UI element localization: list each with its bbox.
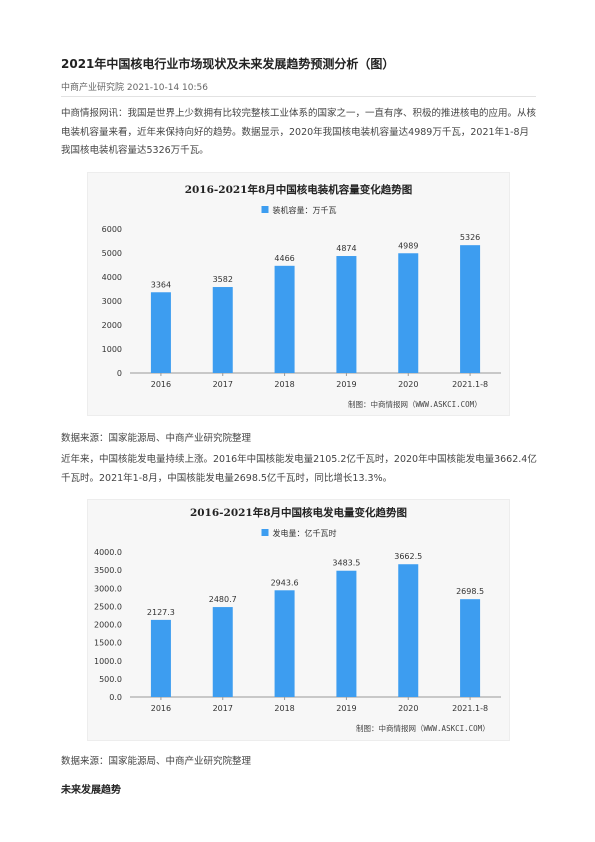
bar [460,599,481,697]
x-tick-label: 2019 [336,704,356,713]
article-meta: 中商产业研究院 2021-10-14 10:56 [61,83,208,93]
page-title: 2021年中国核电行业市场现状及未来发展趋势预测分析（图） [61,57,395,71]
section-heading: 未来发展趋势 [61,785,121,796]
y-tick-label: 5000 [102,249,122,258]
bar [336,570,357,697]
bar-value-label: 3483.5 [332,559,360,568]
divider [61,96,536,97]
bar [398,253,419,373]
x-tick-label: 2019 [336,380,356,389]
y-tick-label: 3500.0 [94,566,122,575]
intro-paragraph: 中商情报网讯：我国是世界上少数拥有比较完整核工业体系的国家之一，一直有序、积极的… [61,108,537,156]
chart-credit: 制图：中商情报网（WWW.ASKCI.COM） [348,399,482,409]
data-source-1: 数据来源：国家能源局、中商产业研究院整理 [61,433,252,444]
chart-title: 2016-2021年8月中国核电装机容量变化趋势图 [185,183,413,196]
x-tick-label: 2018 [274,704,294,713]
y-tick-label: 500.0 [99,675,122,684]
x-tick-label: 2016 [151,704,171,713]
bar [398,564,419,697]
bar [336,256,357,373]
data-source-2: 数据来源：国家能源局、中商产业研究院整理 [61,756,252,767]
bar-value-label: 2698.5 [456,587,484,596]
bar [212,287,233,373]
bar-value-label: 4874 [336,244,356,253]
bar [150,619,171,697]
y-tick-label: 1000 [102,345,122,354]
x-tick-label: 2017 [213,380,233,389]
bar [212,607,233,697]
chart-title: 2016-2021年8月中国核电发电量变化趋势图 [190,506,407,519]
bar [274,265,295,373]
y-tick-label: 1000.0 [94,657,122,666]
bar-value-label: 2127.3 [147,608,175,617]
x-tick-label: 2021.1-8 [452,704,488,713]
y-tick-label: 2000 [102,321,122,330]
capacity-chart: 2016-2021年8月中国核电装机容量变化趋势图装机容量：万千瓦 0 1000 20… [87,172,510,416]
y-tick-label: 3000.0 [94,584,122,593]
bar-value-label: 3582 [213,275,233,284]
bar-value-label: 2480.7 [209,595,237,604]
y-tick-label: 4000 [102,273,122,282]
x-tick-label: 2020 [398,704,418,713]
y-tick-label: 0 [117,369,122,378]
bar [460,245,481,373]
y-tick-label: 1500.0 [94,639,122,648]
legend-label: 装机容量：万千瓦 [273,205,337,215]
bar-value-label: 2943.6 [271,578,299,587]
bar-value-label: 3364 [151,280,171,289]
y-tick-label: 0.0 [109,693,122,702]
x-tick-label: 2016 [151,380,171,389]
x-tick-label: 2021.1-8 [452,380,488,389]
y-tick-label: 4000.0 [94,548,122,557]
legend-swatch [261,529,269,536]
chart-credit: 制图：中商情报网（WWW.ASKCI.COM） [356,723,490,733]
x-tick-label: 2017 [213,704,233,713]
bar-value-label: 4989 [398,241,418,250]
y-tick-label: 6000 [102,225,122,234]
y-tick-label: 2500.0 [94,602,122,611]
bar-value-label: 3662.5 [394,552,422,561]
y-tick-label: 2000.0 [94,621,122,630]
bar [150,292,171,373]
bar-value-label: 5326 [460,233,480,242]
x-tick-label: 2018 [274,380,294,389]
legend-label: 发电量：亿千瓦时 [273,528,337,538]
y-tick-label: 3000 [102,297,122,306]
bar [274,590,295,697]
x-tick-label: 2020 [398,380,418,389]
legend-swatch [261,206,269,213]
bar-value-label: 4466 [274,254,294,263]
generation-paragraph: 近年来，中国核能发电量持续上涨。2016年中国核能发电量2105.2亿千瓦时，2… [61,454,537,484]
generation-chart: 2016-2021年8月中国核电发电量变化趋势图发电量：亿千瓦时 0.0 500.0… [87,499,510,741]
